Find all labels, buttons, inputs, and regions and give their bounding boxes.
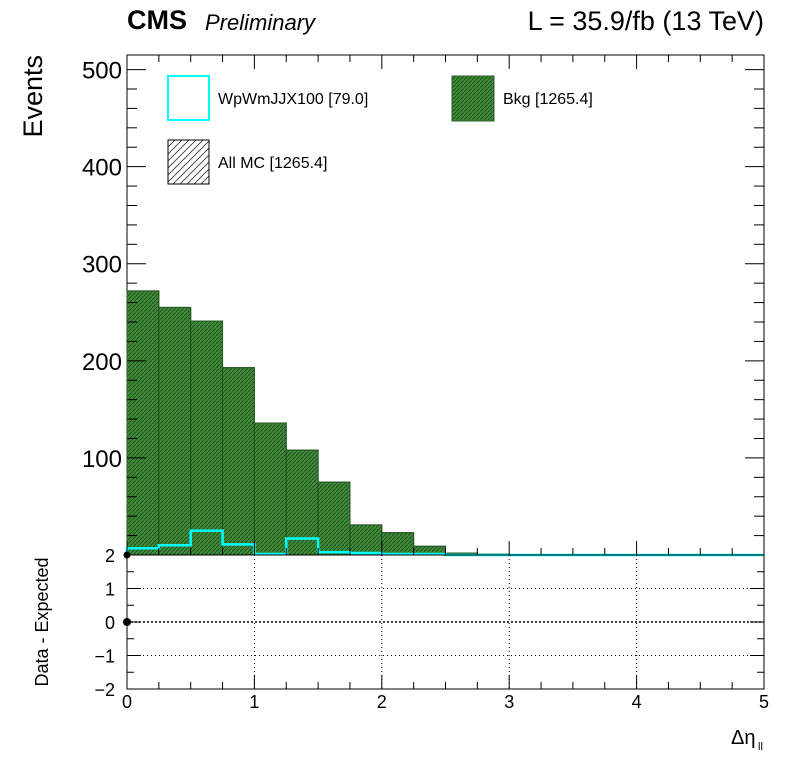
legend: WpWmJJX100 [79.0] Bkg [1265.4] All MC [1… bbox=[167, 75, 593, 185]
y-tick-label: 400 bbox=[82, 155, 122, 182]
bkg-bar bbox=[222, 367, 255, 556]
bkg-bar bbox=[126, 290, 160, 556]
legend-swatch-signal bbox=[167, 75, 210, 121]
ratio-axes: −2 −1 0 1 2 0 1 2 3 4 5 bbox=[94, 546, 769, 712]
x-axis-title-text: Δη bbox=[731, 727, 755, 749]
ratio-points bbox=[123, 551, 131, 626]
bkg-bar bbox=[381, 532, 415, 556]
y-tick-label: 100 bbox=[82, 446, 122, 473]
ratio-y-axis-title: Data - Expected bbox=[32, 557, 52, 686]
bkg-bar bbox=[158, 306, 192, 556]
cms-label: CMS bbox=[127, 5, 187, 35]
main-data-point bbox=[123, 551, 131, 559]
ratio-y-tick-label: 1 bbox=[105, 580, 115, 600]
x-tick-label: 2 bbox=[377, 692, 387, 712]
x-tick-label: 0 bbox=[122, 692, 132, 712]
preliminary-label: Preliminary bbox=[205, 10, 317, 35]
x-tick-label: 1 bbox=[249, 692, 259, 712]
y-axis-title: Events bbox=[18, 55, 48, 138]
x-tick-label: 4 bbox=[632, 692, 642, 712]
luminosity-label: L = 35.9/fb (13 TeV) bbox=[528, 6, 764, 36]
bkg-bar bbox=[349, 524, 383, 556]
x-tick-label: 3 bbox=[504, 692, 514, 712]
ratio-y-tick-label: 2 bbox=[105, 546, 115, 566]
ratio-y-tick-label: −2 bbox=[94, 680, 115, 700]
ratio-grid bbox=[127, 555, 764, 689]
x-tick-label: 5 bbox=[759, 692, 769, 712]
x-axis-title: Δη ll bbox=[731, 727, 763, 753]
ratio-y-tick-label: −1 bbox=[94, 647, 115, 667]
legend-swatch-allmc bbox=[167, 139, 210, 185]
ratio-y-tick-label: 0 bbox=[105, 613, 115, 633]
y-tick-label: 200 bbox=[82, 349, 122, 376]
bkg-bar bbox=[190, 320, 224, 556]
y-tick-label: 500 bbox=[82, 58, 122, 85]
bkg-bar bbox=[317, 481, 351, 556]
main-axes: 100 200 300 400 500 bbox=[82, 55, 765, 556]
legend-label-bkg: Bkg [1265.4] bbox=[503, 91, 593, 108]
y-tick-label: 300 bbox=[82, 252, 122, 279]
x-axis-title-subscript: ll bbox=[758, 741, 763, 753]
legend-swatch-bkg bbox=[451, 75, 495, 122]
legend-label-signal: WpWmJJX100 [79.0] bbox=[218, 91, 368, 108]
ratio-point bbox=[123, 618, 131, 626]
legend-label-allmc: All MC [1265.4] bbox=[218, 155, 327, 172]
bkg-bar bbox=[253, 422, 287, 556]
main-histogram bbox=[126, 290, 764, 556]
